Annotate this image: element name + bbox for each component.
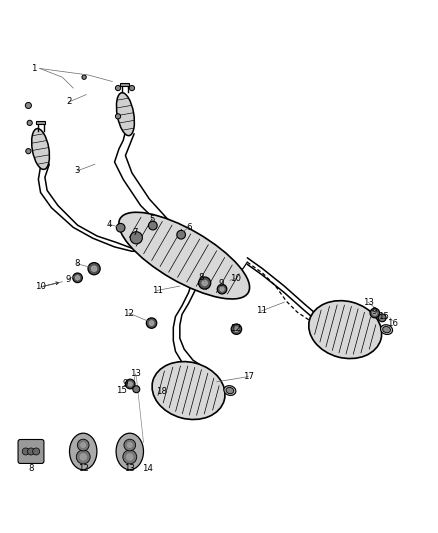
Circle shape	[133, 386, 140, 393]
Circle shape	[88, 263, 100, 275]
Circle shape	[82, 75, 86, 79]
Circle shape	[28, 448, 35, 455]
Text: 12: 12	[230, 324, 241, 333]
Text: 13: 13	[130, 369, 141, 378]
Text: 12: 12	[124, 309, 134, 318]
Circle shape	[146, 318, 157, 328]
Circle shape	[148, 221, 157, 230]
Text: 10: 10	[230, 274, 241, 282]
Circle shape	[373, 311, 377, 315]
FancyBboxPatch shape	[18, 440, 44, 463]
Text: 10: 10	[35, 282, 46, 292]
Circle shape	[26, 149, 31, 154]
Circle shape	[127, 454, 133, 460]
Ellipse shape	[116, 433, 144, 470]
Ellipse shape	[117, 93, 134, 136]
Ellipse shape	[224, 386, 236, 395]
Circle shape	[116, 85, 120, 91]
Text: 16: 16	[387, 319, 398, 328]
Circle shape	[149, 321, 154, 326]
Bar	[120, 83, 129, 86]
Text: 8: 8	[199, 273, 205, 282]
Circle shape	[202, 280, 207, 286]
Ellipse shape	[152, 361, 225, 419]
Text: 7: 7	[133, 228, 138, 237]
Text: 13: 13	[124, 464, 135, 473]
Ellipse shape	[70, 433, 97, 470]
Text: 5: 5	[150, 215, 155, 224]
Circle shape	[234, 327, 239, 332]
Circle shape	[27, 120, 32, 125]
Circle shape	[33, 448, 40, 455]
Text: 9: 9	[65, 274, 71, 284]
Circle shape	[370, 308, 380, 318]
Ellipse shape	[32, 128, 49, 169]
Ellipse shape	[119, 212, 250, 299]
Circle shape	[129, 85, 134, 91]
Text: 8: 8	[28, 464, 34, 473]
Circle shape	[198, 277, 211, 289]
Text: 4: 4	[106, 220, 112, 229]
Circle shape	[116, 114, 120, 119]
Text: 9: 9	[219, 279, 224, 288]
Circle shape	[177, 230, 185, 239]
Circle shape	[124, 439, 136, 451]
Text: 12: 12	[78, 464, 89, 473]
Text: 6: 6	[187, 223, 192, 232]
Text: 9: 9	[372, 307, 377, 316]
Text: 3: 3	[75, 166, 80, 175]
Text: 2: 2	[66, 98, 71, 107]
Text: 18: 18	[155, 387, 166, 396]
Text: 1: 1	[31, 64, 37, 73]
Circle shape	[127, 442, 132, 448]
Text: 15: 15	[116, 385, 127, 394]
Circle shape	[123, 450, 137, 464]
Text: 14: 14	[141, 464, 153, 473]
Text: 11: 11	[256, 306, 267, 316]
Circle shape	[125, 379, 135, 389]
Text: 17: 17	[243, 372, 254, 381]
Ellipse shape	[226, 387, 234, 394]
Circle shape	[231, 324, 242, 334]
Text: 13: 13	[363, 298, 374, 306]
Circle shape	[76, 450, 90, 464]
Circle shape	[217, 284, 227, 294]
Circle shape	[128, 382, 132, 386]
Text: 9: 9	[122, 378, 128, 387]
Ellipse shape	[309, 301, 381, 359]
Circle shape	[116, 223, 125, 232]
Circle shape	[75, 276, 80, 280]
Text: 15: 15	[378, 312, 389, 321]
Bar	[36, 120, 46, 124]
Circle shape	[73, 273, 82, 282]
Circle shape	[78, 439, 89, 451]
Text: 8: 8	[75, 260, 80, 269]
Circle shape	[81, 442, 86, 448]
Circle shape	[92, 266, 97, 271]
Circle shape	[22, 448, 29, 455]
Ellipse shape	[381, 325, 392, 335]
Text: 11: 11	[152, 286, 162, 295]
Ellipse shape	[383, 327, 390, 333]
Circle shape	[130, 232, 142, 244]
Circle shape	[378, 314, 386, 322]
Circle shape	[25, 102, 32, 109]
Circle shape	[80, 454, 86, 460]
Circle shape	[220, 287, 224, 292]
